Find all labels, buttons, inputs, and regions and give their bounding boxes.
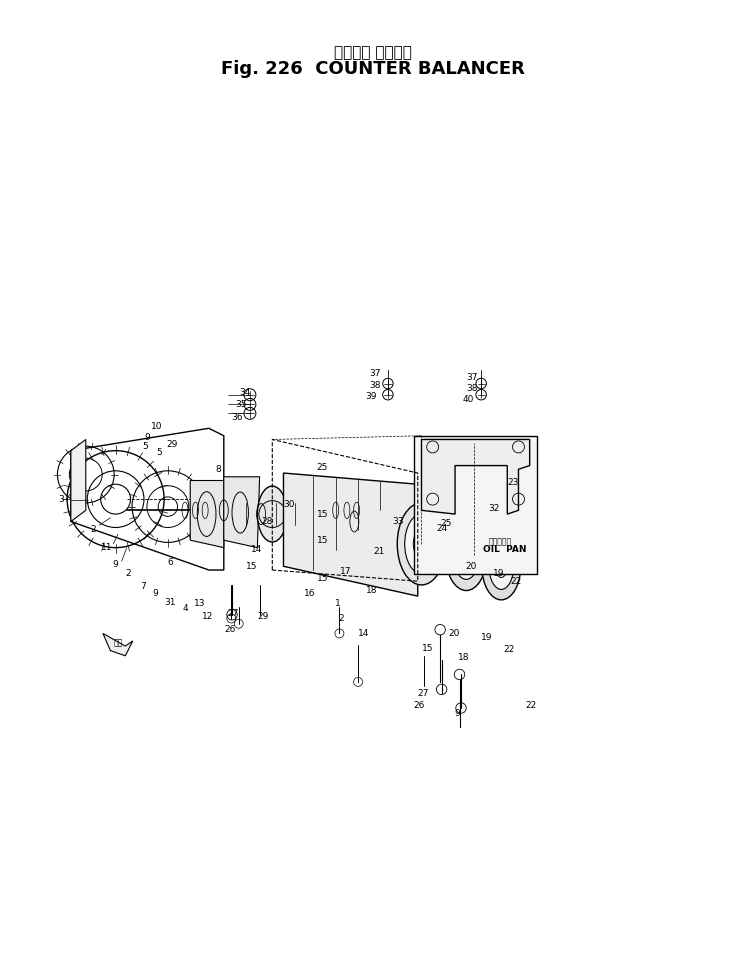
Ellipse shape xyxy=(404,514,439,574)
Ellipse shape xyxy=(482,532,521,600)
Text: 29: 29 xyxy=(166,440,178,449)
Text: 40: 40 xyxy=(463,395,474,405)
Text: 19: 19 xyxy=(492,569,504,579)
Text: 5: 5 xyxy=(156,448,162,456)
Polygon shape xyxy=(190,480,224,548)
Text: 31: 31 xyxy=(164,598,176,606)
Text: 11: 11 xyxy=(101,543,113,553)
Text: 26: 26 xyxy=(413,702,425,710)
Text: 27: 27 xyxy=(417,689,429,698)
Text: 6: 6 xyxy=(167,558,173,567)
Text: 4: 4 xyxy=(182,604,188,613)
Text: 前方: 前方 xyxy=(113,639,122,648)
Text: 25: 25 xyxy=(316,462,328,472)
Text: 28: 28 xyxy=(261,517,273,526)
Text: 10: 10 xyxy=(151,422,163,431)
Text: 2: 2 xyxy=(339,614,345,623)
Text: 14: 14 xyxy=(358,628,370,638)
Text: 18: 18 xyxy=(366,585,377,595)
Text: 8: 8 xyxy=(216,465,222,474)
Text: 19: 19 xyxy=(480,632,492,642)
Text: 15: 15 xyxy=(316,575,328,583)
Text: 15: 15 xyxy=(316,535,328,545)
Text: 2: 2 xyxy=(90,526,96,534)
Text: 39: 39 xyxy=(366,392,377,402)
Polygon shape xyxy=(103,633,133,655)
Text: 33: 33 xyxy=(392,517,404,526)
Text: 38: 38 xyxy=(369,381,381,389)
Text: 9: 9 xyxy=(145,432,151,442)
Text: 5: 5 xyxy=(142,442,148,452)
Text: 15: 15 xyxy=(246,562,258,571)
Text: 23: 23 xyxy=(507,479,519,487)
Text: 22: 22 xyxy=(510,577,522,585)
Text: 30: 30 xyxy=(283,500,295,509)
Text: オイルパン: オイルパン xyxy=(489,537,512,546)
Ellipse shape xyxy=(446,520,486,591)
Text: 25: 25 xyxy=(440,519,452,529)
Circle shape xyxy=(454,669,465,679)
Text: 22: 22 xyxy=(525,702,537,710)
Text: 14: 14 xyxy=(251,545,263,554)
Text: 22: 22 xyxy=(503,646,515,654)
Text: 15: 15 xyxy=(316,509,328,519)
Text: 35: 35 xyxy=(235,400,247,409)
Text: 9: 9 xyxy=(152,589,158,599)
Text: 9: 9 xyxy=(113,559,119,569)
Text: 1: 1 xyxy=(335,599,341,608)
Text: OIL  PAN: OIL PAN xyxy=(483,545,527,554)
Text: 13: 13 xyxy=(194,599,206,608)
Text: 26: 26 xyxy=(224,626,236,634)
Polygon shape xyxy=(224,477,260,548)
Ellipse shape xyxy=(397,503,445,585)
Text: 32: 32 xyxy=(488,505,500,513)
Text: 21: 21 xyxy=(373,547,385,555)
Polygon shape xyxy=(321,484,356,555)
Text: カウンタ バランサ: カウンタ バランサ xyxy=(334,45,412,61)
Circle shape xyxy=(435,625,445,635)
Text: 27: 27 xyxy=(228,608,239,618)
Text: 3: 3 xyxy=(58,496,64,505)
Polygon shape xyxy=(414,435,537,574)
Text: 12: 12 xyxy=(202,612,214,621)
Text: 24: 24 xyxy=(436,525,448,533)
Text: 9: 9 xyxy=(454,709,460,718)
Text: 37: 37 xyxy=(466,373,478,382)
Polygon shape xyxy=(283,473,418,596)
Text: 20: 20 xyxy=(466,562,477,571)
Text: Fig. 226  COUNTER BALANCER: Fig. 226 COUNTER BALANCER xyxy=(221,61,525,78)
Ellipse shape xyxy=(257,486,287,542)
Text: 2: 2 xyxy=(125,569,131,579)
Text: 38: 38 xyxy=(466,384,478,393)
Text: 17: 17 xyxy=(339,567,351,576)
Text: 16: 16 xyxy=(304,589,316,599)
Text: 29: 29 xyxy=(257,612,269,621)
Text: 20: 20 xyxy=(448,628,460,638)
Text: 34: 34 xyxy=(239,388,251,397)
Ellipse shape xyxy=(454,530,480,579)
Text: 36: 36 xyxy=(231,412,243,422)
Polygon shape xyxy=(287,482,322,552)
Text: 15: 15 xyxy=(421,644,433,653)
Text: 7: 7 xyxy=(140,582,146,591)
Text: 18: 18 xyxy=(458,653,470,662)
Polygon shape xyxy=(71,439,86,522)
Text: 37: 37 xyxy=(369,369,381,379)
Polygon shape xyxy=(421,439,530,514)
Ellipse shape xyxy=(489,543,513,589)
